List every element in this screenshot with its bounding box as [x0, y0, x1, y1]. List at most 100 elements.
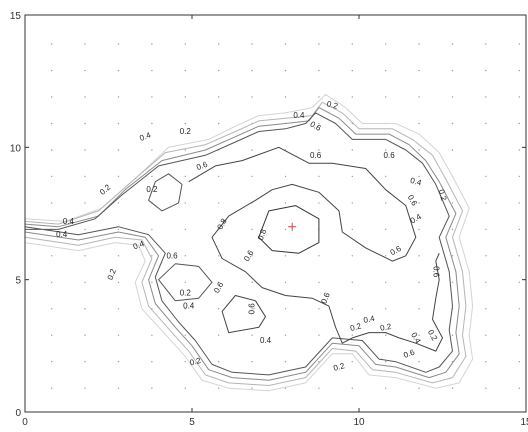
grid-dot — [51, 96, 53, 98]
grid-dot — [117, 149, 120, 151]
contour-level-label: 0.6 — [384, 151, 396, 160]
grid-dot — [117, 175, 120, 178]
grid-dot — [318, 122, 320, 125]
grid-dot — [218, 69, 220, 72]
grid-dot — [51, 43, 53, 45]
grid-dot — [84, 122, 86, 125]
grid-dot — [151, 361, 153, 363]
plot-frame — [24, 14, 527, 413]
grid-dot — [184, 43, 186, 45]
grid-dot — [218, 334, 220, 336]
grid-dot — [351, 149, 353, 151]
y-tick-label: 5 — [15, 276, 21, 287]
grid-dot — [284, 202, 287, 204]
grid-dot — [351, 228, 353, 231]
grid-dot — [318, 149, 320, 151]
grid-dot — [418, 122, 420, 125]
dot-grid — [51, 43, 520, 389]
grid-dot — [251, 96, 253, 98]
grid-dot — [151, 387, 153, 389]
grid-dot — [284, 228, 287, 231]
grid-dot — [184, 255, 186, 257]
grid-dot — [251, 334, 253, 336]
grid-dot — [184, 308, 186, 310]
grid-dot — [451, 122, 454, 125]
grid-dot — [385, 175, 387, 178]
contour-level-label: 0.6 — [319, 291, 331, 305]
grid-dot — [485, 175, 487, 178]
contour-level-label: 0.4 — [293, 111, 305, 120]
contour-line-0-4 — [24, 112, 453, 376]
contour-line-0-2 — [148, 173, 183, 212]
grid-dot — [485, 334, 487, 336]
grid-dot — [385, 149, 387, 151]
contour-level-label: 0.2 — [332, 361, 346, 373]
grid-dot — [418, 308, 420, 310]
grid-dot — [84, 69, 86, 72]
grid-dot — [351, 334, 353, 336]
grid-dot — [418, 149, 420, 151]
grid-dot — [351, 361, 353, 363]
contour-line-0-2 — [24, 101, 467, 386]
contour-line-0-8 — [258, 205, 320, 254]
grid-dot — [184, 96, 186, 98]
grid-dot — [518, 255, 520, 257]
grid-dot — [385, 308, 387, 310]
grid-dot — [251, 69, 253, 72]
grid-dot — [318, 281, 320, 283]
grid-dot — [485, 122, 487, 125]
grid-dot — [151, 43, 153, 45]
grid-dot — [218, 175, 220, 178]
grid-dot — [84, 387, 86, 389]
grid-dot — [251, 281, 253, 283]
grid-dot — [51, 361, 53, 363]
y-tick-label: 15 — [10, 11, 22, 22]
grid-dot — [518, 122, 520, 125]
grid-dot — [351, 69, 353, 72]
x-tick-label: 5 — [189, 417, 195, 427]
grid-dot — [184, 387, 186, 389]
grid-dot — [251, 149, 253, 151]
grid-dot — [117, 43, 120, 45]
grid-dot — [51, 334, 53, 336]
grid-dot — [418, 255, 420, 257]
grid-dot — [51, 281, 53, 283]
grid-dot — [117, 202, 120, 204]
grid-dot — [518, 69, 520, 72]
grid-dot — [184, 149, 186, 151]
grid-dot — [84, 361, 86, 363]
grid-dot — [418, 281, 420, 283]
grid-dot — [151, 228, 153, 231]
contour-level-label: 0.6 — [310, 151, 322, 160]
contour-level-label: 0.4 — [63, 217, 75, 226]
grid-dot — [318, 69, 320, 72]
grid-dot — [451, 334, 454, 336]
contour-level-label: 0.2 — [146, 185, 158, 194]
grid-dot — [218, 255, 220, 257]
grid-dot — [518, 334, 520, 336]
grid-dot — [151, 281, 153, 283]
grid-dot — [251, 255, 253, 257]
grid-dot — [451, 43, 454, 45]
grid-dot — [318, 175, 320, 178]
grid-dot — [151, 334, 153, 336]
contour-level-label: 0.2 — [379, 322, 392, 333]
contour-level-label: 0.2 — [349, 321, 363, 333]
grid-dot — [351, 43, 353, 45]
grid-dot — [385, 43, 387, 45]
grid-dot — [284, 361, 287, 363]
grid-dot — [51, 202, 53, 204]
grid-dot — [418, 334, 420, 336]
grid-dot — [218, 361, 220, 363]
grid-dot — [418, 202, 420, 204]
grid-dot — [51, 69, 53, 72]
grid-dot — [218, 43, 220, 45]
contour-level-label: 0.6 — [431, 266, 440, 278]
grid-dot — [117, 228, 120, 231]
grid-dot — [518, 96, 520, 98]
grid-dot — [318, 43, 320, 45]
grid-dot — [151, 255, 153, 257]
grid-dot — [385, 228, 387, 231]
y-tick-label: 0 — [15, 408, 21, 419]
grid-dot — [251, 387, 253, 389]
